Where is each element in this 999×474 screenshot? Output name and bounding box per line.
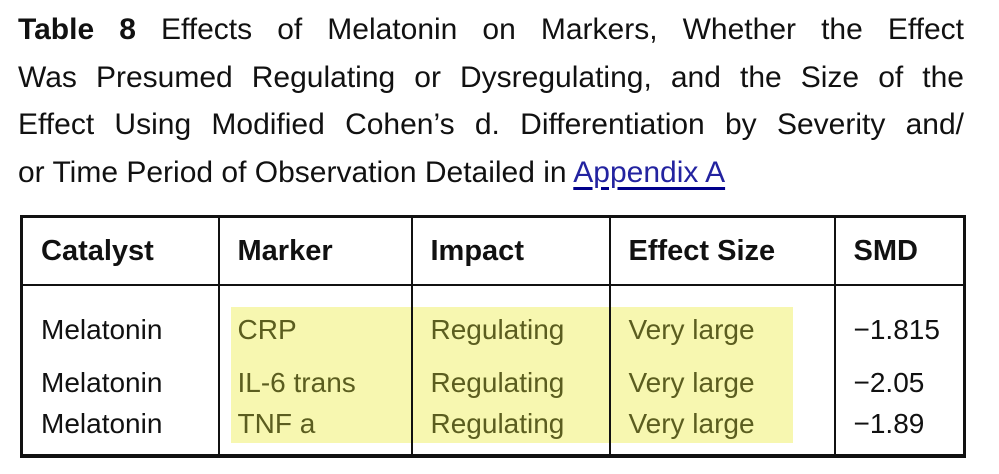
- caption-line-1: Table 8 Effects of Melatonin on Markers,…: [18, 6, 964, 54]
- cell-catalyst: Melatonin: [20, 358, 220, 407]
- table-row: Melatonin CRP Regulating Very large −1.8…: [20, 285, 966, 358]
- cell-impact: Regulating: [410, 285, 611, 358]
- caption-line-3: Effect Using Modified Cohen’s d. Differe…: [18, 108, 964, 141]
- header-effect-size: Effect Size: [608, 216, 836, 286]
- cell-catalyst: Melatonin: [20, 407, 220, 456]
- cell-marker: TNF a: [217, 407, 413, 456]
- cell-effect-size: Very large: [608, 407, 836, 456]
- cell-smd: −1.89: [833, 407, 966, 456]
- header-marker: Marker: [217, 216, 413, 286]
- cell-impact: Regulating: [410, 358, 611, 407]
- effects-data-table: Catalyst Marker Impact Effect Size SMD M…: [20, 215, 966, 458]
- caption-line-1-text: Effects of Melatonin on Markers, Whether…: [160, 13, 964, 46]
- caption-line-2: Was Presumed Regulating or Dysregulating…: [18, 60, 964, 94]
- table-row: Melatonin TNF a Regulating Very large −1…: [20, 407, 966, 456]
- cell-impact: Regulating: [410, 407, 611, 456]
- caption-line-4: or Time Period of Observation Detailed i…: [18, 149, 964, 197]
- table-row: Melatonin IL-6 trans Regulating Very lar…: [20, 358, 966, 407]
- cell-effect-size: Very large: [608, 358, 836, 407]
- cell-marker: CRP: [217, 285, 413, 358]
- header-catalyst: Catalyst: [20, 216, 220, 286]
- table-caption: Table 8 Effects of Melatonin on Markers,…: [18, 6, 964, 196]
- header-impact: Impact: [410, 216, 611, 286]
- cell-marker: IL-6 trans: [217, 358, 413, 407]
- cell-smd: −2.05: [833, 358, 966, 407]
- appendix-a-link[interactable]: Appendix A: [573, 155, 726, 189]
- cell-smd: −1.815: [833, 285, 966, 358]
- caption-line-4-text: or Time Period of Observation Detailed i…: [18, 155, 567, 189]
- effects-table: Catalyst Marker Impact Effect Size SMD M…: [20, 215, 966, 458]
- cell-catalyst: Melatonin: [20, 285, 220, 358]
- header-row: Catalyst Marker Impact Effect Size SMD: [20, 216, 966, 286]
- header-smd: SMD: [833, 216, 966, 286]
- cell-effect-size: Very large: [608, 285, 836, 358]
- caption-table-number: Table 8: [18, 13, 136, 46]
